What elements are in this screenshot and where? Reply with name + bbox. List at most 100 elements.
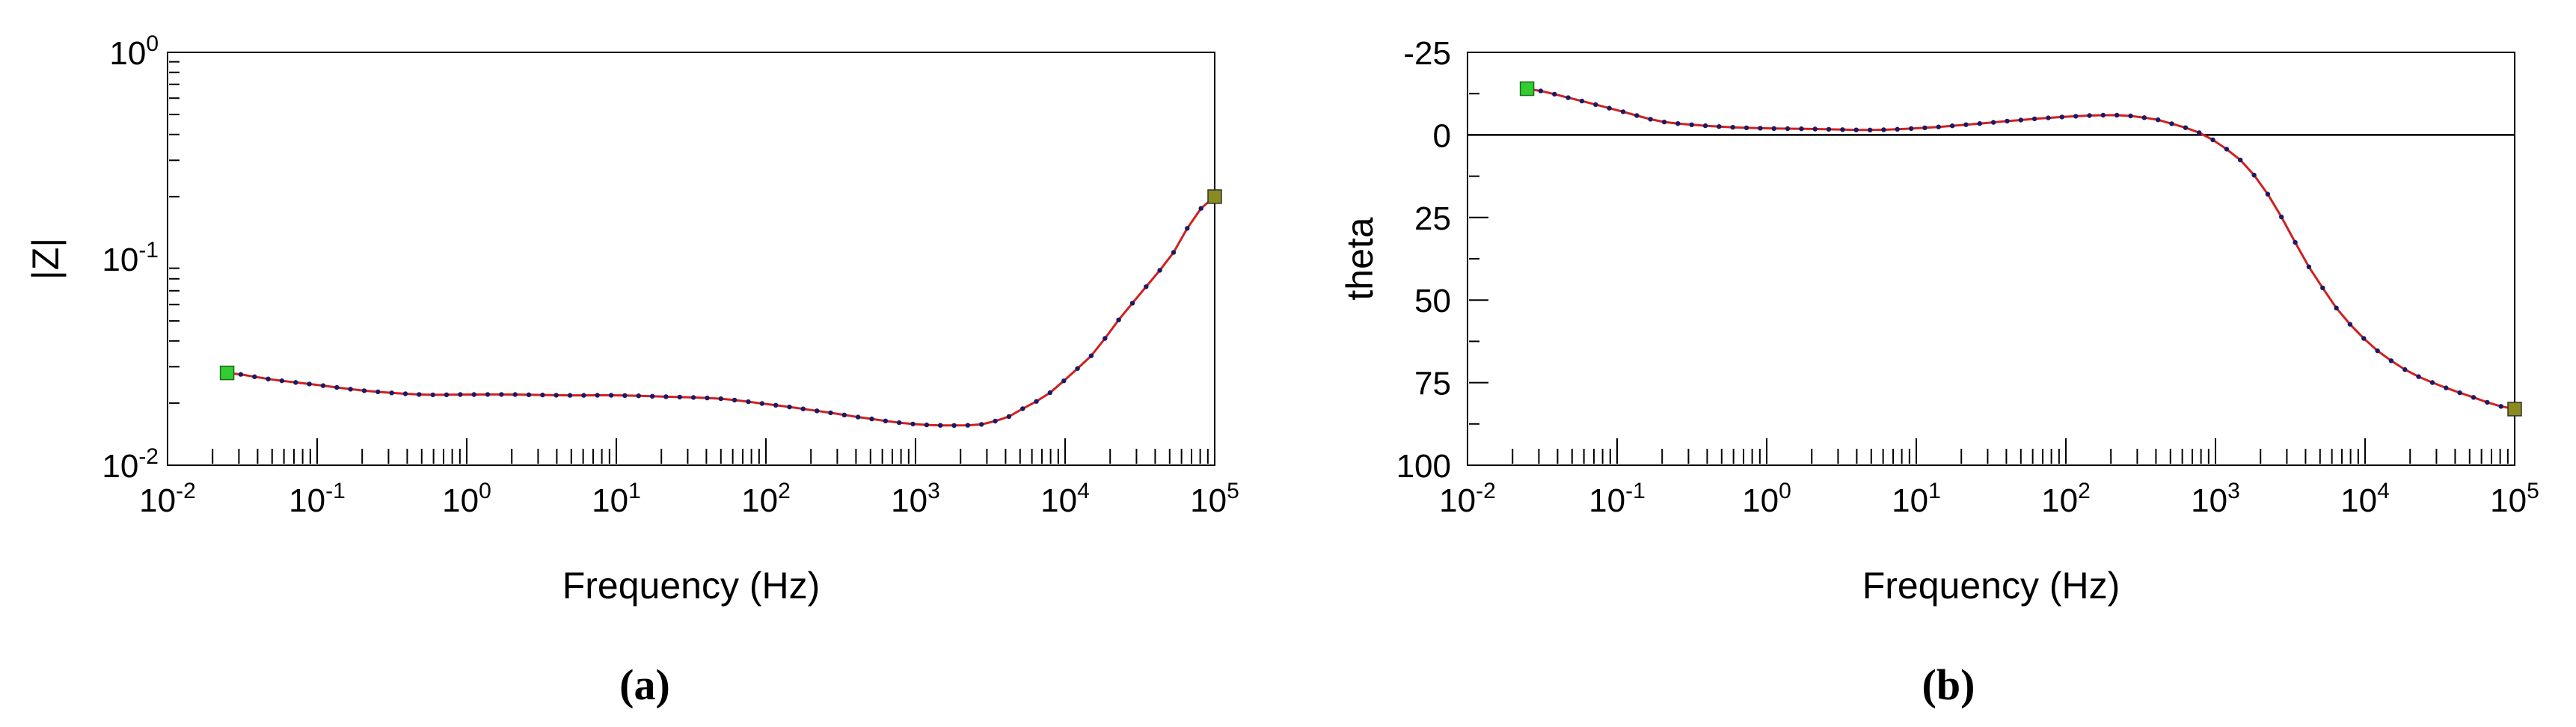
data-point [2457, 390, 2462, 396]
data-point [1075, 366, 1080, 371]
data-point [1702, 123, 1708, 129]
data-point [458, 392, 463, 397]
data-point [2375, 348, 2380, 354]
y-tick-label: 50 [1414, 283, 1451, 319]
panel-label: (b) [1922, 660, 1975, 709]
start-marker [1519, 81, 1535, 96]
x-tick-label: 101 [592, 479, 641, 519]
data-point [1661, 119, 1667, 125]
data-point [2485, 399, 2490, 405]
data-point [279, 378, 285, 384]
data-point [444, 392, 450, 397]
x-tick-label: 10-1 [289, 479, 346, 519]
data-point [581, 393, 586, 398]
chart-b: 10-2 10-1 100 101 102 103 104 105 -25 0 25 50 75 100 F… [1339, 35, 2539, 709]
y-tick-label: 100 [1396, 448, 1451, 485]
data-point [1157, 268, 1162, 273]
data-point [2046, 115, 2051, 120]
data-point [705, 395, 710, 401]
data-point [1908, 126, 1914, 132]
x-tick-label: 101 [1892, 479, 1941, 519]
data-point [2429, 380, 2435, 385]
data-point [2238, 157, 2243, 163]
data-point [732, 397, 737, 403]
data-point [746, 399, 751, 405]
data-point [1758, 126, 1763, 131]
data-point [1552, 91, 1557, 97]
data-point [1634, 113, 1640, 118]
data-point [1881, 127, 1886, 132]
x-tick-label: 105 [1190, 479, 1239, 519]
data-point [2279, 214, 2284, 220]
x-tick-label: 100 [1742, 479, 1791, 519]
data-point [1771, 126, 1776, 131]
data-point [608, 393, 614, 398]
data-point [1034, 399, 1039, 404]
data-point [800, 406, 806, 411]
data-point [938, 423, 943, 428]
data-point [1785, 126, 1791, 132]
data-point [238, 372, 244, 377]
data-point [1144, 284, 1149, 289]
data-point [293, 380, 298, 385]
y-tick-label: 0 [1433, 117, 1451, 154]
data-point [1061, 378, 1067, 384]
data-point [1648, 117, 1653, 122]
data-point [526, 392, 532, 397]
data-point [1620, 109, 1626, 114]
data-point [2388, 358, 2394, 364]
data-point [1129, 301, 1135, 306]
x-tick-label: 10-2 [1439, 479, 1496, 519]
data-point [718, 396, 723, 402]
data-point [1689, 122, 1694, 127]
data-point [841, 412, 847, 417]
data-point [2100, 112, 2106, 118]
data-point [910, 421, 916, 427]
data-point [2156, 117, 2161, 123]
data-point [773, 402, 779, 408]
data-point [334, 384, 340, 390]
data-point [1047, 390, 1053, 396]
data-point [2293, 239, 2298, 245]
data-point [417, 392, 422, 397]
plot-frame [1467, 52, 2515, 466]
data-point [2059, 114, 2064, 120]
data-point [499, 392, 504, 397]
data-point [2444, 385, 2449, 390]
data-point [1006, 414, 1012, 420]
data-point [2005, 118, 2010, 124]
data-point [1963, 122, 1969, 127]
data-point [2361, 336, 2367, 341]
data-point [553, 393, 559, 398]
series-line [1527, 88, 2515, 411]
data-point [485, 392, 491, 397]
data-point [1867, 127, 1873, 132]
data-point [663, 394, 669, 399]
y-tick-label: -25 [1403, 35, 1451, 72]
data-point [636, 393, 641, 399]
data-point [951, 423, 957, 428]
data-point [348, 387, 353, 392]
data-point [471, 392, 476, 397]
data-point [1744, 125, 1749, 131]
data-point [2031, 116, 2037, 122]
data-point [1853, 127, 1859, 132]
data-point [1949, 123, 1955, 129]
data-point [1977, 121, 1982, 126]
data-point [2471, 395, 2477, 400]
data-point [1607, 105, 1612, 111]
x-tick-label: 10-1 [1589, 479, 1646, 519]
data-point [2224, 147, 2230, 152]
data-point [1103, 336, 1108, 341]
data-point [2018, 117, 2023, 123]
data-point [2197, 130, 2202, 135]
x-tick-label: 102 [741, 479, 791, 519]
series-line [227, 195, 1215, 427]
data-point [540, 392, 545, 398]
x-tick-label: 100 [442, 479, 491, 519]
data-point [1198, 206, 1203, 211]
x-tick-label: 103 [891, 479, 940, 519]
data-point [402, 391, 408, 396]
data-point [1538, 88, 1544, 93]
data-point [1171, 250, 1177, 255]
